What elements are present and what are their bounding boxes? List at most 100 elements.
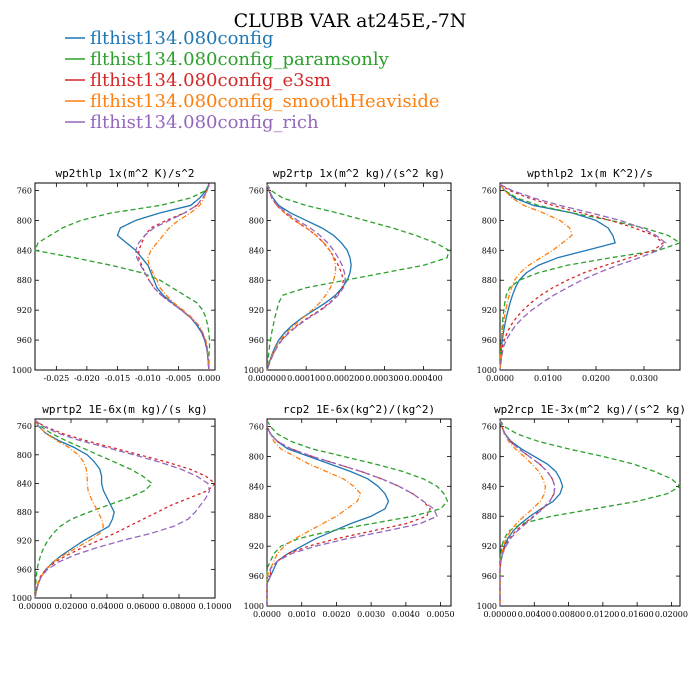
x-tick-label: 0.06000: [126, 602, 159, 611]
y-tick-label: 760: [17, 422, 32, 431]
y-tick-label: 1000: [244, 602, 264, 611]
x-tick-label: 0.00400: [518, 610, 551, 619]
y-tick-label: 960: [249, 336, 264, 345]
plot-frame: [499, 418, 681, 607]
y-tick-label: 800: [249, 452, 264, 461]
y-tick-label: 840: [482, 246, 497, 255]
y-tick-label: 960: [17, 336, 32, 345]
y-tick-label: 920: [249, 542, 264, 551]
y-tick-label: 920: [17, 537, 32, 546]
plot-frame: [34, 182, 216, 371]
x-tick-label: 0.00000: [18, 602, 51, 611]
x-tick-label: 0.01200: [586, 610, 619, 619]
series-line: [266, 420, 438, 606]
x-tick-label: 0.00000: [483, 610, 516, 619]
x-tick-label: 0.000400: [405, 374, 443, 383]
x-tick-label: 0.0050: [427, 610, 455, 619]
legend-entry: flthist134.080config: [90, 28, 274, 49]
y-tick-label: 760: [249, 422, 264, 431]
y-tick-label: 760: [482, 422, 497, 431]
y-tick-label: 800: [17, 216, 32, 225]
chart-panel: wp2thlp 1x(m^2 K)/s^2 760 800 840 880 920 960 1…: [12, 167, 221, 383]
y-tick-label: 920: [17, 306, 32, 315]
x-tick-label: 0.02000: [655, 610, 688, 619]
series-line: [266, 184, 450, 371]
series-line: [499, 184, 573, 371]
x-tick-label: 0.000300: [365, 374, 403, 383]
plot-frame: [266, 182, 452, 371]
y-tick-label: 880: [17, 276, 32, 285]
series-line: [34, 420, 105, 599]
x-tick-label: 0.08000: [162, 602, 195, 611]
x-tick-label: 0.02000: [54, 602, 87, 611]
y-tick-label: 1000: [477, 366, 497, 375]
chart-panel: rcp2 1E-6x(kg^2)/(kg^2) 760 800 840 880 920 96…: [244, 403, 455, 619]
series-line: [34, 419, 211, 599]
x-tick-label: -0.015: [105, 374, 131, 383]
panel-title: wp2rcp 1E-3x(m^2 kg)/(s^2 kg): [494, 403, 686, 416]
y-tick-label: 840: [482, 482, 497, 491]
figure-title: CLUBB VAR at245E,-7N: [234, 10, 467, 32]
series-line: [135, 184, 210, 371]
y-tick-label: 920: [482, 542, 497, 551]
x-tick-label: 0.0000: [253, 610, 281, 619]
y-tick-label: 800: [482, 452, 497, 461]
x-tick-label: -0.020: [74, 374, 100, 383]
x-tick-label: 0.01600: [621, 610, 654, 619]
y-tick-label: 800: [482, 216, 497, 225]
y-tick-label: 960: [482, 336, 497, 345]
panels: wp2thlp 1x(m^2 K)/s^2 760 800 840 880 920 960 1…: [12, 167, 688, 619]
series-line: [116, 184, 210, 371]
x-tick-label: 0.0300: [630, 374, 658, 383]
y-tick-label: 960: [17, 565, 32, 574]
legend-entry: flthist134.080config_paramsonly: [90, 49, 390, 70]
y-tick-label: 880: [249, 512, 264, 521]
series-line: [266, 184, 346, 371]
x-tick-label: 0.000100: [287, 374, 325, 383]
x-tick-label: 0.0030: [357, 610, 385, 619]
x-tick-label: 0.0020: [322, 610, 350, 619]
y-tick-label: 920: [249, 306, 264, 315]
series-line: [266, 184, 352, 371]
series-line: [499, 183, 667, 371]
y-tick-label: 840: [249, 482, 264, 491]
x-tick-label: 0.0010: [288, 610, 316, 619]
series-line: [34, 184, 211, 370]
chart-panel: wp2rcp 1E-3x(m^2 kg)/(s^2 kg) 760 800 840 88…: [477, 403, 688, 619]
y-tick-label: 1000: [12, 594, 32, 603]
series-line: [34, 419, 153, 599]
panel-title: rcp2 1E-6x(kg^2)/(kg^2): [283, 403, 435, 416]
series-line: [499, 420, 556, 606]
series-line: [266, 420, 449, 606]
y-tick-label: 840: [17, 246, 32, 255]
x-tick-label: 0.000000: [248, 374, 286, 383]
series-line: [138, 184, 210, 371]
y-tick-label: 920: [482, 306, 497, 315]
y-tick-label: 800: [249, 216, 264, 225]
y-tick-label: 760: [249, 186, 264, 195]
chart-panel: wp2rtp 1x(m^2 kg)/(s^2 kg) 760 800 840 880 92…: [244, 167, 452, 383]
x-tick-label: 0.000200: [326, 374, 364, 383]
y-tick-label: 840: [249, 246, 264, 255]
y-tick-label: 880: [249, 276, 264, 285]
series-line: [266, 184, 344, 371]
legend-entry: flthist134.080config_smoothHeaviside: [90, 91, 440, 112]
x-tick-label: 0.000: [197, 374, 220, 383]
y-tick-label: 800: [17, 451, 32, 460]
series-line: [266, 420, 431, 606]
series-line: [499, 183, 664, 371]
y-tick-label: 1000: [12, 366, 32, 375]
x-tick-label: -0.005: [166, 374, 192, 383]
series-line: [266, 184, 337, 371]
plot-frame: [499, 182, 681, 371]
panel-title: wp2rtp 1x(m^2 kg)/(s^2 kg): [273, 167, 445, 180]
chart-panel: wpthlp2 1x(m K^2)/s 760 800 840 880 920 960 100…: [477, 167, 681, 383]
plot-frame: [266, 418, 452, 607]
y-tick-label: 880: [482, 512, 497, 521]
x-tick-label: 0.10000: [198, 602, 231, 611]
series-line: [499, 420, 547, 606]
y-tick-label: 880: [17, 508, 32, 517]
panel-title: wp2thlp 1x(m^2 K)/s^2: [55, 167, 194, 180]
x-tick-label: 0.0000: [486, 374, 514, 383]
y-tick-label: 1000: [477, 602, 497, 611]
